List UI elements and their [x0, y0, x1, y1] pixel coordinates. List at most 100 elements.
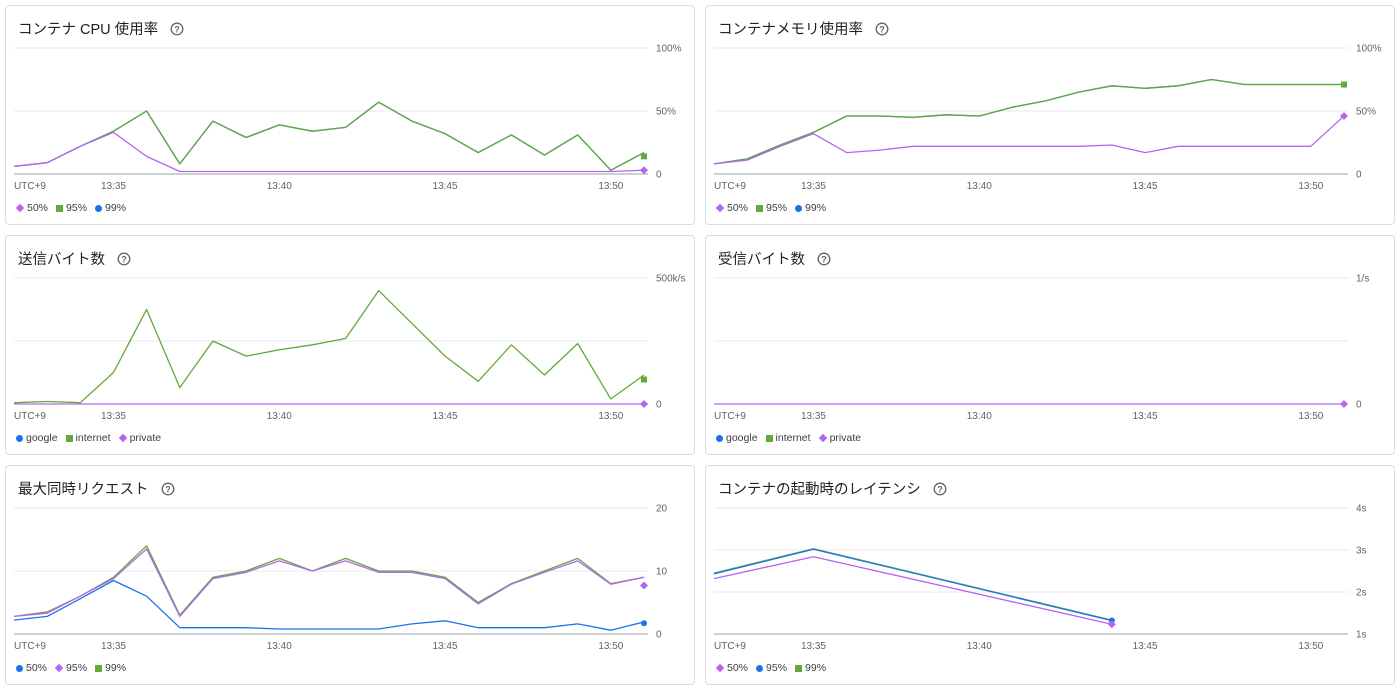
help-icon-glyph: ?: [161, 482, 174, 495]
chart-plot: 4s 3s 2s 1s UTC+9 13:35 13:40 13:45 13:50: [713, 504, 1367, 652]
x-tick-label: 13:35: [801, 411, 826, 422]
chart-card-cpu: コンテナ CPU 使用率? 100% 50% 0 UTC+9 13:35 13:40 13:…: [5, 5, 695, 225]
end-marker-diamond: [640, 166, 648, 175]
legend-swatch-square: [765, 434, 773, 442]
chart-legend: 50% 95% 99%: [16, 662, 126, 674]
legend-item[interactable]: google: [16, 432, 58, 444]
legend-item[interactable]: 50%: [16, 662, 47, 674]
x-tick-label: 13:35: [101, 411, 126, 422]
help-icon[interactable]: ?: [117, 252, 131, 266]
help-icon[interactable]: ?: [170, 22, 184, 36]
y-tick-label: 4s: [1356, 504, 1367, 515]
legend-item[interactable]: 99%: [795, 662, 826, 674]
help-icon[interactable]: ?: [817, 252, 831, 266]
x-tick-label: 13:50: [1298, 411, 1323, 422]
x-tick-label: UTC+9: [14, 181, 46, 192]
end-marker-diamond: [1340, 112, 1348, 120]
legend-label: 99%: [805, 202, 827, 214]
legend-item[interactable]: private: [118, 432, 162, 444]
series-line-internet: [13, 289, 645, 404]
help-icon-glyph: ?: [875, 22, 889, 35]
y-tick-label: 500k/s: [656, 274, 685, 285]
legend-label: private: [129, 432, 162, 444]
legend-swatch-square: [795, 664, 803, 672]
legend-swatch-dot: [795, 204, 803, 212]
card-title-text: 受信バイト数: [718, 252, 805, 268]
series-line-99%: [713, 78, 1344, 165]
series-line-95%: [713, 548, 1113, 622]
x-tick-label: UTC+9: [14, 411, 46, 422]
card-title: コンテナ CPU 使用率?: [18, 18, 184, 39]
legend-item[interactable]: 99%: [95, 662, 126, 674]
help-icon[interactable]: ?: [161, 482, 175, 496]
x-tick-label: 13:50: [598, 411, 623, 422]
x-tick-label: UTC+9: [714, 411, 746, 422]
x-tick-label: 13:50: [1298, 641, 1323, 652]
card-title: コンテナメモリ使用率?: [718, 18, 889, 39]
legend-item[interactable]: 95%: [756, 662, 787, 674]
x-tick-label: 13:40: [267, 411, 292, 422]
legend-label: 99%: [105, 662, 127, 674]
legend-item[interactable]: 99%: [795, 202, 826, 214]
series-line-50%: [13, 579, 645, 631]
help-icon-ring: [933, 482, 947, 495]
legend-swatch-dot: [16, 664, 23, 672]
legend-item[interactable]: 95%: [56, 202, 87, 214]
legend-item[interactable]: 50%: [15, 202, 49, 214]
legend-item[interactable]: private: [818, 432, 861, 444]
x-tick-label: 13:45: [1133, 181, 1158, 192]
end-marker-dot: [641, 620, 647, 627]
legend-item[interactable]: internet: [65, 432, 111, 444]
legend-label: 50%: [727, 202, 749, 214]
end-marker-square: [1341, 81, 1347, 88]
legend-item[interactable]: internet: [765, 432, 811, 444]
series-line-99%: [13, 101, 645, 171]
x-tick-label: 13:45: [1133, 411, 1158, 422]
y-tick-label: 0: [1356, 400, 1362, 411]
help-icon[interactable]: ?: [933, 482, 947, 496]
y-tick-label: 2s: [1356, 588, 1367, 599]
x-tick-label: 13:35: [101, 181, 126, 192]
legend-label: internet: [775, 432, 811, 444]
x-tick-label: 13:45: [1133, 641, 1158, 652]
x-tick-label: 13:40: [967, 411, 992, 422]
x-tick-label: 13:40: [967, 181, 992, 192]
card-title: コンテナの起動時のレイテンシ?: [718, 478, 947, 499]
help-icon-mark: ?: [821, 254, 827, 264]
legend-swatch-diamond: [715, 203, 725, 213]
legend-label: 50%: [27, 202, 49, 214]
legend-item[interactable]: 50%: [715, 202, 749, 214]
legend-item[interactable]: 99%: [95, 202, 126, 214]
end-marker-square: [641, 376, 647, 383]
help-icon-ring: [817, 252, 831, 265]
x-tick-label: 13:45: [433, 411, 458, 422]
legend-item[interactable]: 50%: [715, 662, 749, 674]
series-line-95%: [713, 78, 1344, 165]
legend-label: 99%: [805, 662, 827, 674]
chart-legend: 50% 95% 99%: [715, 202, 826, 214]
legend-label: 95%: [766, 662, 788, 674]
series-line-50%: [713, 556, 1113, 625]
chart-legend: 50% 95% 99%: [715, 662, 826, 674]
legend-item[interactable]: 95%: [54, 662, 87, 674]
y-tick-label: 10: [656, 567, 668, 578]
x-tick-label: 13:40: [267, 181, 292, 192]
chart-card-sent-bytes: 送信バイト数? 500k/s 0 UTC+9 13:35 13:40 13:45 13:50…: [5, 235, 695, 455]
help-icon[interactable]: ?: [875, 22, 889, 36]
card-title: 最大同時リクエスト?: [18, 478, 175, 499]
legend-label: 50%: [727, 662, 749, 674]
legend-swatch-dot: [716, 434, 723, 442]
x-tick-label: 13:45: [433, 641, 458, 652]
legend-item[interactable]: 95%: [756, 202, 787, 214]
end-marker-square: [641, 153, 647, 160]
help-icon-mark: ?: [174, 24, 180, 34]
x-tick-label: UTC+9: [714, 641, 746, 652]
y-tick-label: 50%: [1356, 107, 1376, 118]
chart-plot: 100% 50% 0 UTC+9 13:35 13:40 13:45 13:50: [713, 44, 1382, 192]
help-icon-mark: ?: [121, 254, 127, 264]
legend-item[interactable]: google: [716, 432, 758, 444]
x-tick-label: 13:50: [598, 181, 623, 192]
legend-label: internet: [75, 432, 111, 444]
card-title-text: コンテナ CPU 使用率: [18, 22, 159, 38]
chart-card-memory: コンテナメモリ使用率? 100% 50% 0 UTC+9 13:35 13:40 13:45…: [705, 5, 1395, 225]
